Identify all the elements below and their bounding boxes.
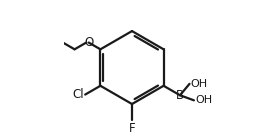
Text: Cl: Cl [72, 88, 84, 101]
Text: O: O [84, 36, 93, 49]
Text: OH: OH [191, 79, 208, 89]
Text: F: F [129, 122, 135, 135]
Text: B: B [176, 89, 184, 102]
Text: OH: OH [195, 95, 213, 105]
